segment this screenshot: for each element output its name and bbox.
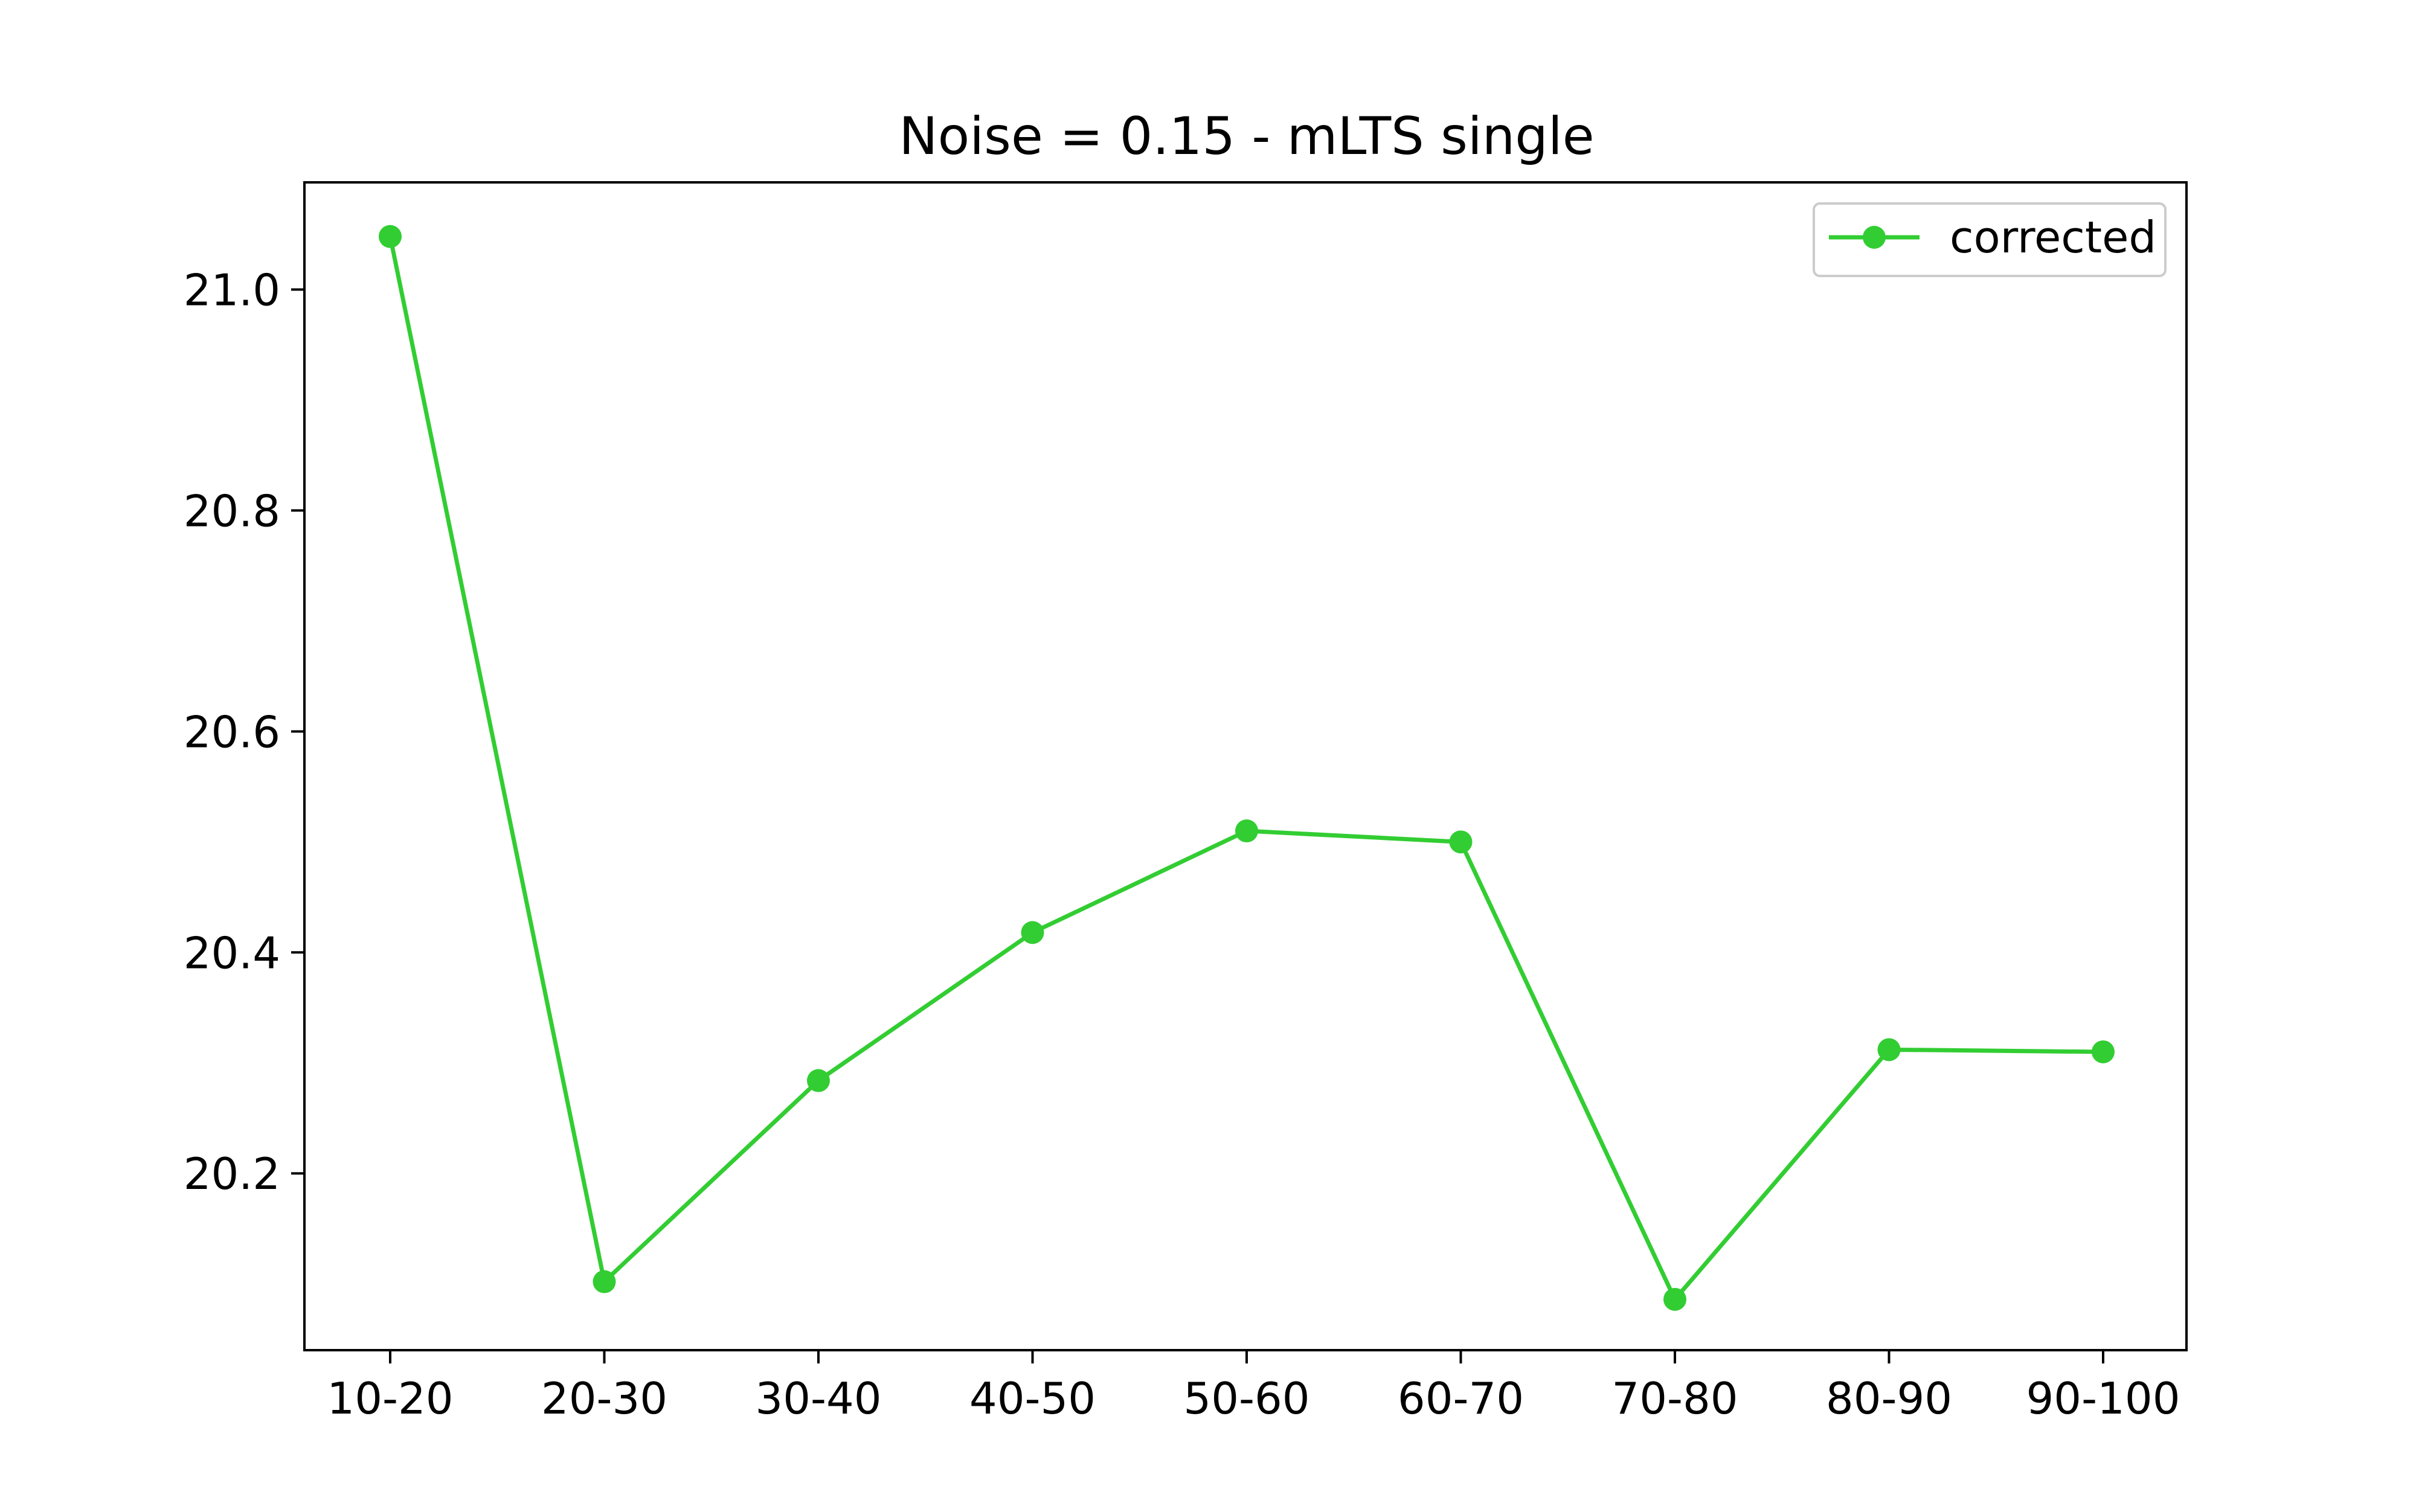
x-tick-label-10-20: 10-20 <box>327 1373 453 1424</box>
x-tick-label-30-40: 30-40 <box>755 1373 881 1424</box>
data-point-30-40 <box>807 1069 830 1092</box>
x-tick-label-60-70: 60-70 <box>1398 1373 1524 1424</box>
legend-box <box>1813 202 2167 277</box>
x-tick-label-90-100: 90-100 <box>2026 1373 2180 1424</box>
legend-label-corrected: corrected <box>1950 212 2156 263</box>
plot-frame <box>303 181 2188 1351</box>
data-point-40-50 <box>1021 921 1044 944</box>
y-tick-label-20.8: 20.8 <box>184 485 280 536</box>
data-point-70-80 <box>1663 1287 1686 1311</box>
data-point-10-20 <box>379 225 402 248</box>
data-point-90-100 <box>2092 1040 2115 1063</box>
plot-area: 10-20 20-30 30-40 40-50 50-60 60-70 70-80 80-90… <box>184 225 2180 1424</box>
x-tick-label-50-60: 50-60 <box>1183 1373 1309 1424</box>
y-tick-label-20.6: 20.6 <box>184 706 280 757</box>
data-point-60-70 <box>1449 830 1473 854</box>
legend-marker-corrected <box>1863 226 1886 249</box>
x-tick-label-20-30: 20-30 <box>541 1373 667 1424</box>
x-tick-label-40-50: 40-50 <box>969 1373 1096 1424</box>
chart-title: Noise = 0.15 - mLTS single <box>899 106 1594 167</box>
y-tick-label-21.0: 21.0 <box>184 264 280 315</box>
legend: corrected <box>1813 202 2167 277</box>
x-tick-label-70-80: 70-80 <box>1611 1373 1738 1424</box>
data-point-50-60 <box>1235 819 1258 843</box>
data-point-20-30 <box>593 1270 616 1293</box>
data-point-80-90 <box>1877 1038 1901 1062</box>
x-tick-label-80-90: 80-90 <box>1826 1373 1952 1424</box>
y-tick-label-20.2: 20.2 <box>184 1148 280 1199</box>
y-tick-label-20.4: 20.4 <box>184 927 280 978</box>
